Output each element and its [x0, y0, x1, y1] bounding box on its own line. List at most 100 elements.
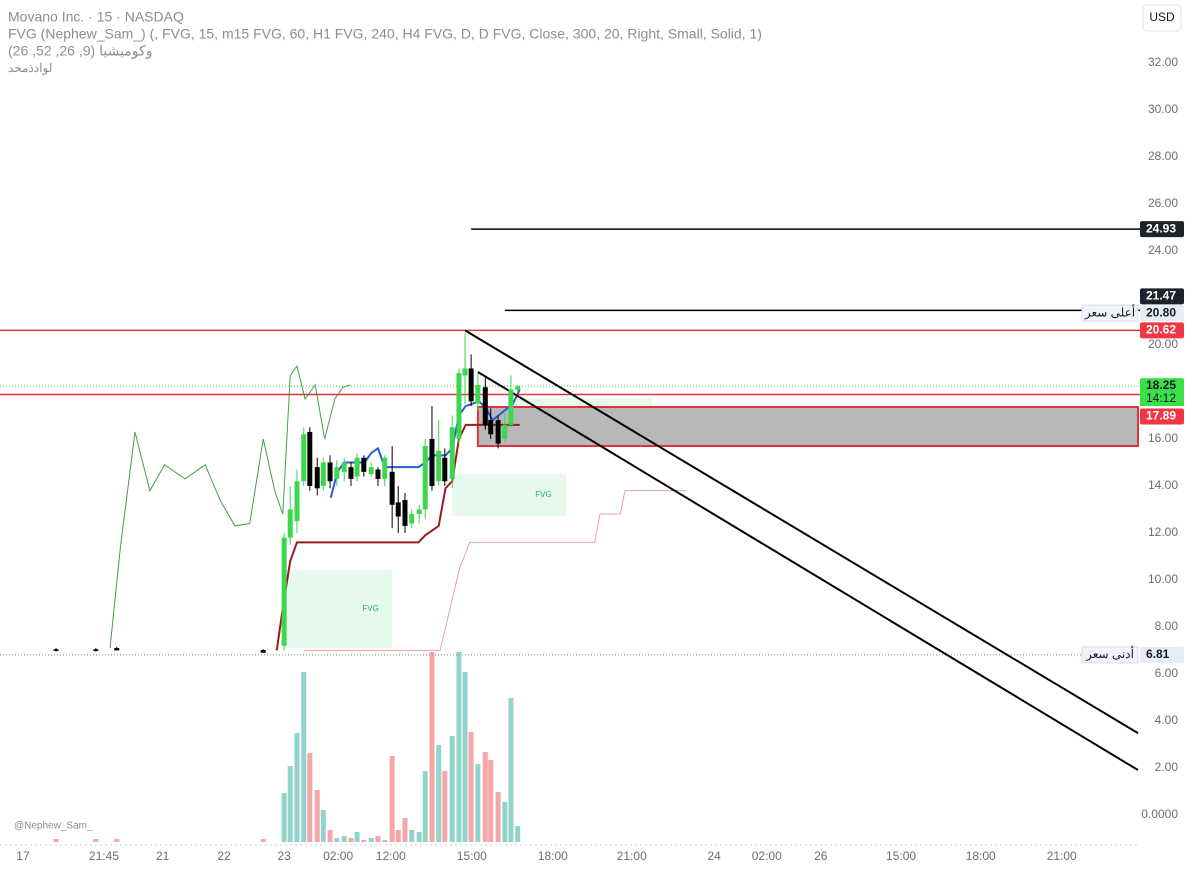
- candle-body: [287, 509, 293, 538]
- price-label: 17.89: [1146, 409, 1176, 423]
- watermark: @Nephew_Sam_: [14, 821, 93, 832]
- x-tick-label: 24: [707, 849, 721, 863]
- indicator-line: [303, 490, 686, 651]
- price-label-box: [1140, 221, 1184, 238]
- currency-label[interactable]: USD: [1149, 10, 1175, 24]
- volume-bar: [508, 698, 514, 842]
- zone-label: FVG: [535, 490, 551, 499]
- candle-body: [93, 649, 99, 651]
- price-label: 20.80: [1146, 305, 1176, 319]
- price-name: أدنى سعر: [1085, 646, 1134, 661]
- y-tick-label: 24.00: [1148, 243, 1178, 257]
- y-tick-label: 4.00: [1155, 713, 1179, 727]
- x-tick-label: 15:00: [457, 849, 487, 863]
- price-name: أعلى سعر: [1084, 304, 1135, 319]
- zone: [452, 473, 567, 517]
- trendline: [464, 329, 1139, 735]
- volume-bar: [281, 793, 287, 842]
- candle-body: [368, 467, 374, 475]
- volume-bar: [348, 838, 354, 842]
- candle-body: [495, 420, 501, 444]
- volume-bar: [334, 838, 340, 842]
- currency-button[interactable]: [1142, 4, 1182, 32]
- y-tick-label: 8.00: [1155, 619, 1179, 633]
- volume-bar: [409, 830, 415, 842]
- y-tick-label: 30.00: [1148, 102, 1178, 116]
- volume-bar: [449, 736, 455, 842]
- indicator-line: [109, 364, 351, 649]
- candle-body: [449, 427, 455, 479]
- volume-bar: [495, 792, 501, 842]
- y-tick-label: 20.00: [1148, 337, 1178, 351]
- volume-bar: [368, 838, 374, 842]
- candle-body: [508, 389, 514, 425]
- x-tick-label: 12:00: [376, 849, 406, 863]
- volume-bar: [361, 840, 367, 842]
- candle-body: [341, 462, 347, 472]
- x-tick-label: 18:00: [966, 849, 996, 863]
- volume-bar: [93, 839, 99, 842]
- candle-body: [314, 467, 320, 489]
- zone: [476, 405, 1139, 447]
- volume-bar: [442, 771, 448, 842]
- volume-bar: [416, 832, 422, 842]
- y-tick-label: 2.00: [1155, 760, 1179, 774]
- candle-body: [462, 368, 468, 376]
- candle-body: [382, 457, 388, 479]
- candle-body: [442, 457, 448, 482]
- y-tick-label: 0.0000: [1141, 807, 1178, 821]
- candle-body: [281, 537, 287, 646]
- volume-bar: [456, 652, 462, 842]
- y-tick-label: 26.00: [1148, 196, 1178, 210]
- volume-bar: [482, 752, 488, 842]
- indicator-legend: لوادذمحد: [8, 61, 52, 75]
- candle-body: [409, 514, 415, 524]
- candle-body: [402, 500, 408, 526]
- candle-body: [515, 386, 521, 390]
- x-tick-label: 21:00: [1047, 849, 1077, 863]
- volume-bar: [260, 839, 266, 842]
- price-label: 6.81: [1146, 647, 1170, 661]
- price-label: 18.25: [1146, 378, 1176, 392]
- candle-body: [502, 424, 508, 439]
- volume-bar: [354, 832, 360, 842]
- volume-bar: [301, 672, 307, 842]
- y-tick-label: 16.00: [1148, 431, 1178, 445]
- candle-body: [395, 502, 401, 517]
- volume-bar: [502, 802, 508, 842]
- price-label-box: [1140, 646, 1184, 663]
- y-tick-label: 10.00: [1148, 572, 1178, 586]
- price-label-box: [1140, 408, 1184, 425]
- y-tick-label: 28.00: [1148, 149, 1178, 163]
- volume-bar: [429, 652, 435, 842]
- volume-bar: [395, 830, 401, 842]
- price-label: 20.62: [1146, 323, 1176, 337]
- volume-bar: [515, 826, 521, 842]
- x-tick-label: 23: [277, 849, 291, 863]
- volume-bar: [475, 764, 481, 842]
- trendline: [477, 371, 1139, 771]
- x-tick-label: 22: [217, 849, 231, 863]
- price-label-box: [1140, 378, 1184, 395]
- y-tick-label: 14.00: [1148, 478, 1178, 492]
- candle-body: [488, 420, 494, 435]
- x-tick-label: 15:00: [886, 849, 916, 863]
- volume-bar: [402, 818, 408, 842]
- price-name-box: [1081, 646, 1139, 664]
- x-tick-label: 21:00: [617, 849, 647, 863]
- volume-bar: [114, 839, 120, 842]
- countdown-box: [1140, 392, 1184, 407]
- indicator-legend: وكوميشيا (9, 26, 52, 26): [8, 43, 152, 60]
- volume-bar: [488, 760, 494, 842]
- price-label: 24.93: [1146, 221, 1176, 235]
- candle-body: [260, 649, 266, 653]
- price-label-box: [1140, 322, 1184, 339]
- volume-bar: [468, 732, 474, 842]
- price-label: 21.47: [1146, 289, 1176, 303]
- zone-label: FVG: [362, 604, 378, 613]
- x-tick-label: 26: [814, 849, 828, 863]
- candle-body: [294, 481, 300, 522]
- candle-body: [320, 462, 326, 486]
- y-tick-label: 32.00: [1148, 55, 1178, 69]
